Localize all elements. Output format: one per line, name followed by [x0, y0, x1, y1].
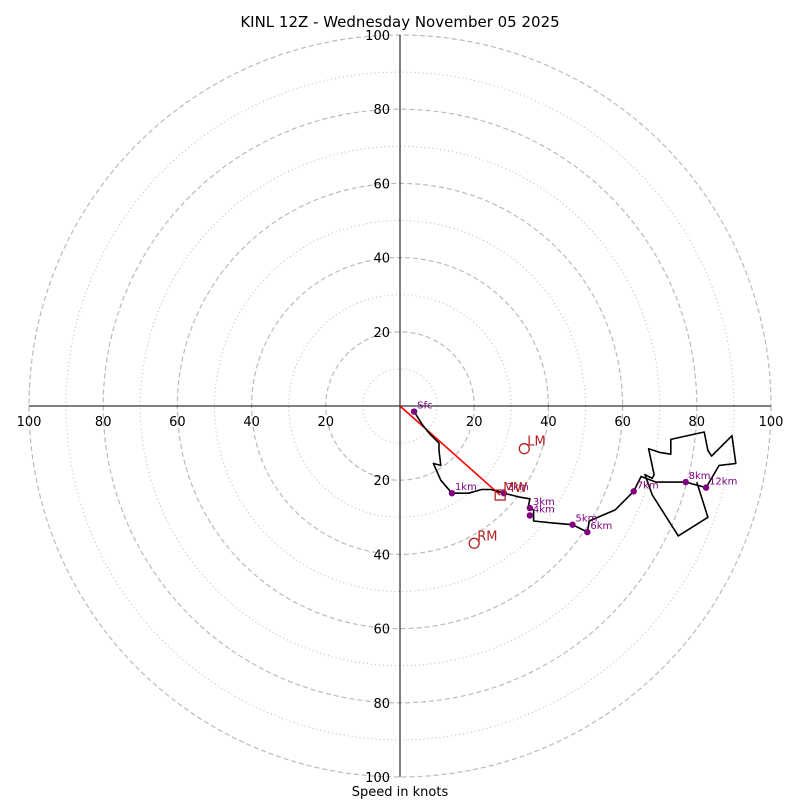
height-label-12km: 12km [709, 477, 737, 488]
x-tick-right-80: 80 [689, 415, 706, 430]
y-tick-top-20: 20 [373, 326, 390, 341]
height-label-1km: 1km [455, 482, 477, 493]
height-marker-12km [702, 484, 710, 491]
tick-labels: 20 20 20 20 40 40 40 40 60 60 60 60 80 80 80 80 100 100 10… [17, 29, 784, 786]
x-tick-right-20: 20 [466, 415, 483, 430]
x-axis-label: Speed in knots [352, 785, 449, 800]
height-marker-7km [630, 488, 637, 495]
height-label-6km: 6km [590, 521, 612, 532]
x-tick-right-40: 40 [540, 415, 557, 430]
y-tick-top-60: 60 [373, 177, 390, 192]
y-tick-top-40: 40 [373, 252, 390, 267]
y-tick-bottom-100: 100 [365, 771, 390, 786]
height-label-sfc: Sfc [417, 401, 432, 412]
x-tick-left-100: 100 [17, 415, 42, 430]
storm-motion-marker-mw [494, 489, 506, 501]
storm-motion-marker-rm [468, 537, 480, 549]
y-tick-top-80: 80 [373, 103, 390, 118]
x-tick-left-40: 40 [243, 415, 260, 430]
storm-motion-label-lm: LM [527, 435, 545, 450]
shear-vector-line [399, 405, 501, 496]
height-label-7km: 7km [637, 480, 659, 491]
chart-title: KINL 12Z - Wednesday November 05 2025 [240, 13, 559, 31]
x-tick-right-100: 100 [759, 415, 784, 430]
x-tick-left-80: 80 [95, 415, 112, 430]
height-marker-sfc [410, 408, 418, 415]
height-label-2km: 2km [507, 482, 529, 493]
hodograph-trace [413, 411, 737, 537]
y-tick-bottom-80: 80 [373, 697, 390, 712]
y-tick-bottom-40: 40 [373, 548, 390, 563]
storm-motion-label-mw: MW [503, 481, 527, 496]
x-tick-right-60: 60 [614, 415, 631, 430]
storm-motion-marker-lm [518, 443, 530, 455]
y-tick-bottom-60: 60 [373, 623, 390, 638]
height-marker-8km [682, 478, 689, 486]
height-marker-4km [526, 512, 534, 519]
height-label-4km: 4km [533, 504, 555, 515]
x-tick-left-20: 20 [318, 415, 335, 430]
y-tick-top-100: 100 [365, 29, 390, 44]
height-label-5km: 5km [576, 514, 598, 525]
storm-motion-label-rm: RM [477, 529, 497, 544]
height-marker-5km [569, 521, 576, 528]
y-tick-bottom-20: 20 [373, 474, 390, 489]
x-tick-left-60: 60 [169, 415, 186, 430]
height-label-8km: 8km [689, 471, 711, 482]
height-marker-1km [448, 489, 456, 497]
height-label-3km: 3km [533, 497, 555, 508]
height-marker-3km [526, 504, 534, 512]
height-marker-6km [584, 528, 591, 536]
